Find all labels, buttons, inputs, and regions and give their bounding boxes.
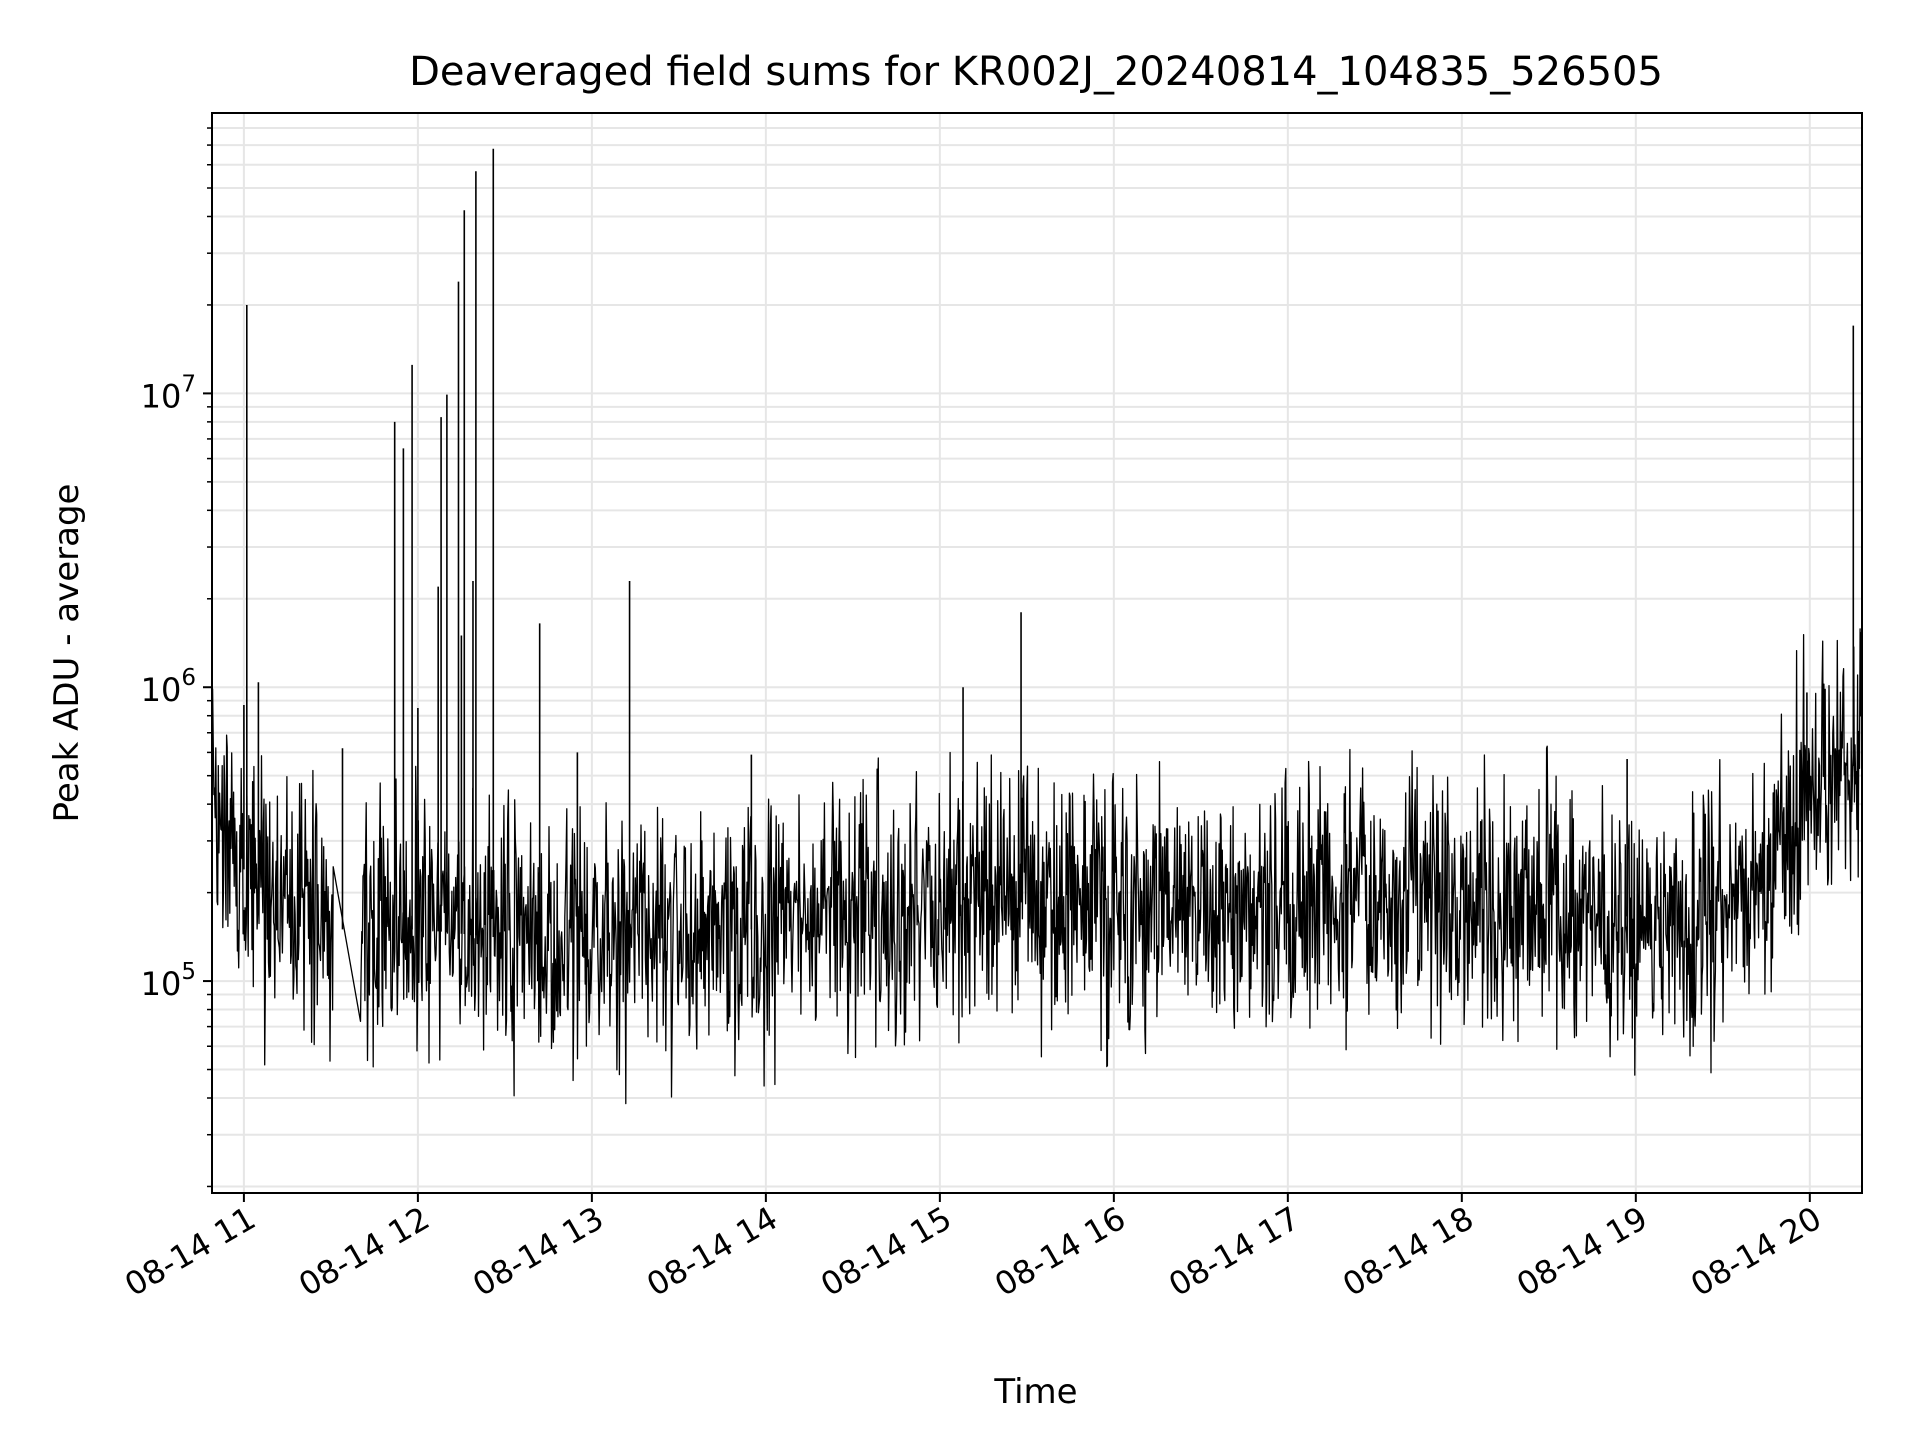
plot-frame — [211, 112, 1863, 1194]
series-line — [211, 628, 1863, 1105]
x-tick-label: 08-14 20 — [1684, 1199, 1828, 1304]
y-tick-label: 106 — [141, 665, 196, 709]
x-tick-label: 08-14 18 — [1336, 1199, 1480, 1304]
y-axis-label: Peak ADU - average — [47, 484, 87, 823]
x-tick-label: 08-14 16 — [988, 1199, 1132, 1304]
y-tick-label: 107 — [141, 371, 196, 415]
x-axis-label: Time — [993, 1372, 1077, 1412]
x-tick-label: 08-14 15 — [814, 1199, 958, 1304]
y-tick-label: 105 — [141, 959, 196, 1003]
x-tick-label: 08-14 12 — [292, 1199, 436, 1304]
x-tick-label: 08-14 11 — [118, 1199, 262, 1304]
x-tick-label: 08-14 19 — [1510, 1199, 1654, 1304]
x-tick-label: 08-14 17 — [1162, 1199, 1306, 1304]
series — [211, 148, 1863, 1105]
grid — [212, 113, 1862, 1193]
chart-title: Deaveraged field sums for KR002J_2024081… — [409, 49, 1663, 95]
x-tick-label: 08-14 13 — [466, 1199, 610, 1304]
x-tick-label: 08-14 14 — [640, 1199, 784, 1304]
